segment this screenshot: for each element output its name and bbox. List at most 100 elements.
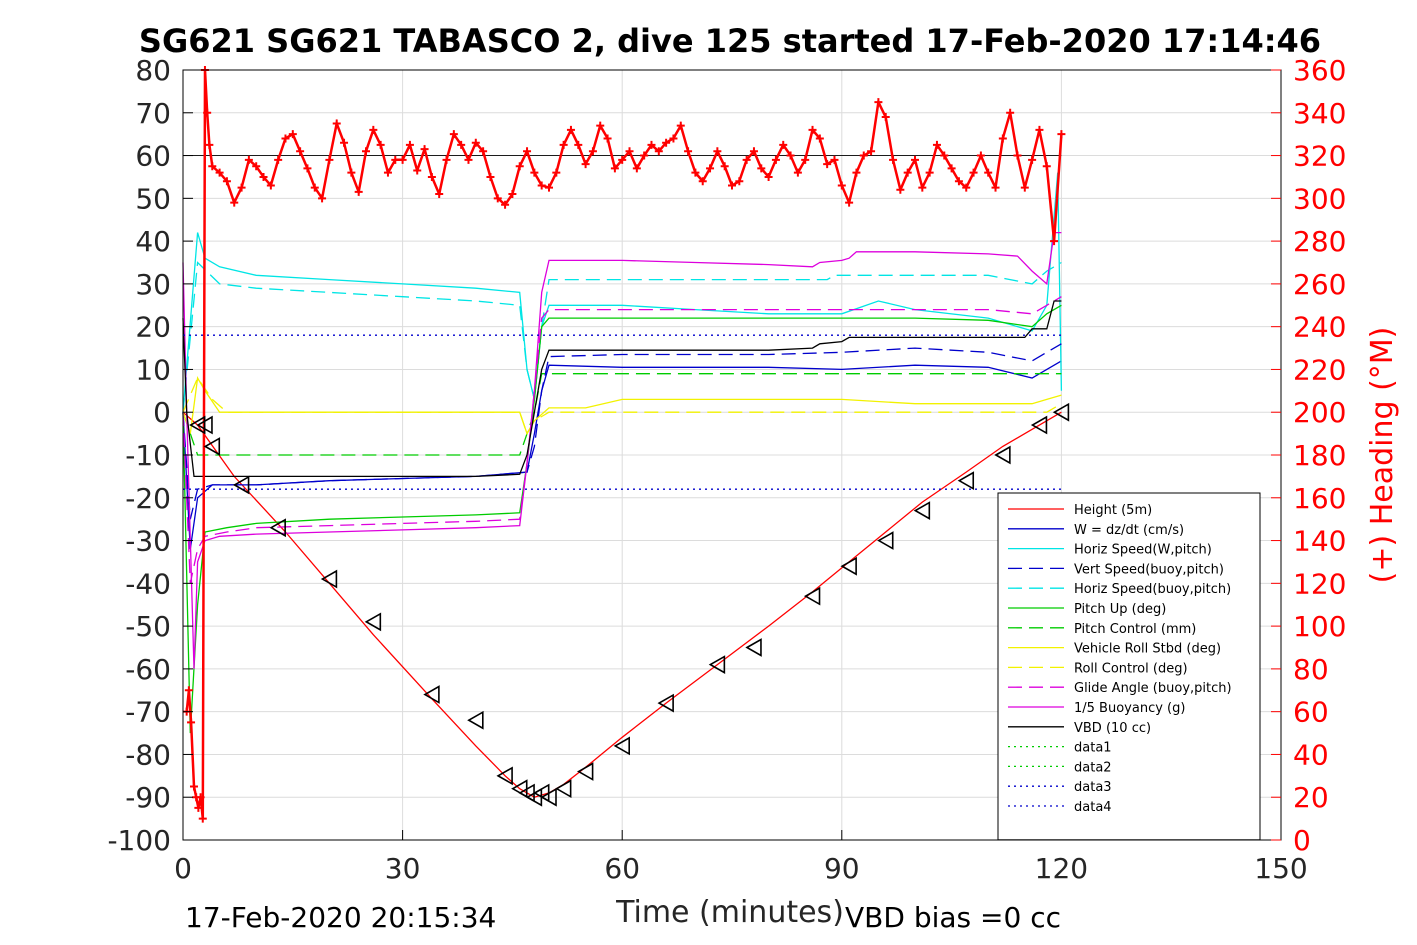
- series-line-10: [182, 231, 1062, 669]
- triangle-marker: [189, 415, 206, 435]
- legend-entry: Horiz Speed(W,pitch): [1074, 543, 1212, 558]
- heading-point: [187, 718, 196, 727]
- heading-point: [244, 155, 253, 164]
- heading-point: [801, 155, 810, 164]
- heading-point: [471, 138, 480, 147]
- legend-entry: data3: [1074, 780, 1112, 795]
- legend-box: [997, 492, 1261, 841]
- y2-tick-label: 60: [1293, 696, 1329, 729]
- heading-point: [1057, 130, 1066, 139]
- heading-point: [911, 155, 919, 164]
- axes: 0 30 60 90 120 150-100-90-80-70-60-50-40-30-2…: [107, 54, 1346, 885]
- heading-point: [1050, 237, 1059, 246]
- y-tick-label: 0: [153, 396, 171, 429]
- heading-point: [383, 168, 392, 177]
- heading-point: [588, 147, 597, 156]
- heading-point: [449, 130, 458, 139]
- series-line-0: [182, 411, 1062, 798]
- heading-point: [274, 155, 283, 164]
- legend-entry: Vehicle Roll Stbd (deg): [1074, 642, 1221, 657]
- heading-point: [1028, 155, 1037, 164]
- heading-point: [398, 155, 407, 164]
- triangle-marker: [320, 569, 338, 589]
- heading-point: [296, 147, 305, 156]
- triangle-marker: [196, 415, 213, 435]
- heading-point: [288, 130, 297, 139]
- y-tick-label: -70: [125, 696, 171, 729]
- heading-point: [962, 183, 971, 192]
- heading-point: [932, 140, 941, 149]
- x-tick-label: 120: [1035, 852, 1088, 885]
- legend-entry: VBD (10 cc): [1074, 721, 1151, 736]
- y2-tick-label: 40: [1293, 738, 1329, 771]
- heading-point: [391, 155, 400, 164]
- heading-point: [991, 183, 1000, 192]
- triangle-marker: [576, 762, 594, 781]
- heading-point: [925, 168, 934, 177]
- legend-entry: Glide Angle (buoy,pitch): [1074, 681, 1232, 696]
- heading-point: [566, 125, 575, 134]
- heading-point: [830, 155, 839, 164]
- y2-tick-label: 120: [1293, 567, 1346, 600]
- heading-point: [515, 162, 524, 171]
- y2-tick-label: 20: [1293, 781, 1329, 814]
- heading-point: [222, 177, 231, 186]
- heading-point: [208, 162, 217, 171]
- y-tick-label: -30: [125, 525, 171, 558]
- heading-point: [852, 168, 861, 177]
- heading-point: [771, 155, 780, 164]
- y2-tick-label: 80: [1293, 653, 1329, 686]
- legend-entry: data4: [1074, 800, 1112, 815]
- y-tick-label: -20: [125, 482, 171, 515]
- heading-point: [625, 147, 634, 156]
- heading-point: [196, 793, 205, 802]
- legend-entry: Roll Control (deg): [1074, 661, 1188, 676]
- triangle-marker: [269, 518, 286, 538]
- triangle-marker: [613, 736, 630, 756]
- y-tick-label: 70: [135, 97, 171, 130]
- heading-point: [976, 151, 985, 160]
- triangle-marker: [364, 612, 382, 632]
- triangle-marker: [994, 445, 1011, 465]
- y2-tick-label: 320: [1293, 140, 1346, 173]
- series-layer: [182, 172, 1063, 798]
- footer-timestamp: 17-Feb-2020 20:15:34: [185, 901, 496, 934]
- heading-point: [889, 155, 898, 164]
- heading-point: [713, 147, 722, 156]
- heading-point: [596, 121, 605, 130]
- y2-tick-label: 160: [1293, 482, 1346, 515]
- series-line-4: [182, 261, 1062, 413]
- heading-point: [435, 190, 444, 199]
- heading-point: [205, 140, 214, 149]
- heading-point: [1006, 108, 1015, 117]
- y-tick-label: 60: [135, 140, 171, 173]
- heading-point: [281, 134, 290, 143]
- heading-point: [508, 190, 517, 199]
- heading-point: [198, 814, 207, 823]
- triangle-marker: [423, 685, 440, 704]
- heading-point: [676, 121, 685, 130]
- heading-point: [845, 198, 854, 207]
- heading-point: [1020, 183, 1029, 192]
- heading-point: [940, 151, 949, 160]
- series-line-2: [182, 172, 1063, 413]
- y2-tick-label: 220: [1293, 353, 1346, 386]
- heading-point: [259, 172, 268, 181]
- y-tick-label: 80: [135, 54, 171, 87]
- y2-tick-label: 100: [1293, 610, 1346, 643]
- y2-tick-label: 280: [1293, 225, 1346, 258]
- y2-axis-label: (+) Heading (°M): [1365, 327, 1400, 584]
- x-tick-label: 60: [604, 852, 640, 885]
- y-tick-label: -80: [125, 738, 171, 771]
- legend-entry: data2: [1074, 760, 1112, 775]
- heading-point: [574, 140, 583, 149]
- heading-point: [610, 164, 619, 173]
- triangle-marker: [708, 655, 726, 674]
- heading-point: [691, 168, 700, 177]
- legend-entry: Height (5m): [1074, 503, 1152, 518]
- heading-point: [669, 134, 678, 143]
- heading-point: [918, 183, 927, 192]
- heading-point: [413, 166, 422, 175]
- heading-point: [479, 147, 488, 156]
